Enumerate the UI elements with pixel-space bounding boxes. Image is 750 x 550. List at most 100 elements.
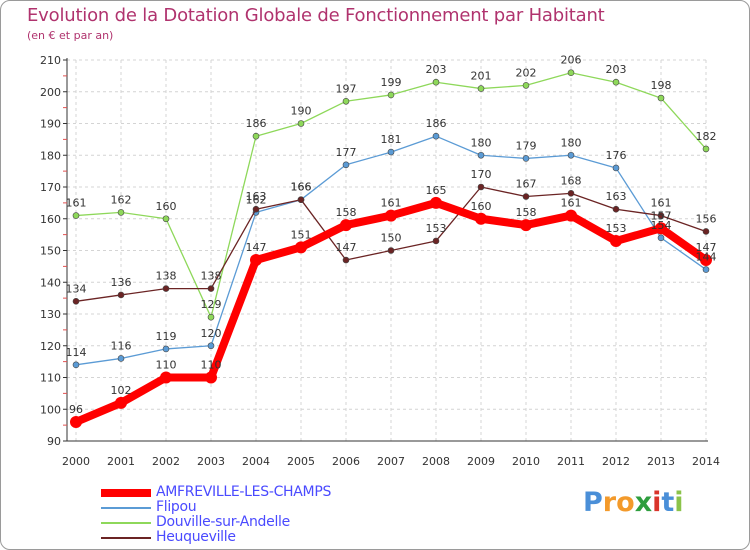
data-point [522, 82, 530, 89]
y-tick-label: 90 [47, 435, 61, 448]
data-label: 129 [201, 298, 222, 311]
data-point [702, 266, 710, 273]
data-label: 186 [246, 117, 267, 130]
data-label: 179 [516, 139, 537, 152]
x-tick-label: 2001 [107, 455, 135, 468]
data-label: 203 [426, 63, 447, 76]
proxiti-logo: Proxiti [583, 487, 684, 518]
data-label: 147 [336, 241, 357, 254]
x-tick-label: 2014 [692, 455, 720, 468]
data-label: 156 [696, 212, 717, 225]
x-tick-label: 2004 [242, 455, 270, 468]
logo-letter: i [674, 487, 684, 518]
data-label: 167 [516, 178, 537, 191]
data-label: 160 [471, 200, 492, 213]
x-tick-label: 2013 [647, 455, 675, 468]
data-label: 110 [156, 359, 177, 372]
data-label: 154 [651, 219, 672, 232]
data-point [520, 219, 532, 232]
y-tick-label: 140 [40, 276, 61, 289]
data-label: 147 [696, 241, 717, 254]
data-label: 119 [156, 330, 177, 343]
x-tick-label: 2005 [287, 455, 315, 468]
data-point [702, 145, 710, 153]
data-point [657, 234, 665, 242]
data-point [477, 151, 485, 159]
legend-label: AMFREVILLE-LES-CHAMPS [156, 484, 332, 500]
data-point [72, 297, 80, 305]
data-label: 134 [66, 282, 87, 295]
data-label: 96 [69, 403, 83, 416]
data-point [387, 148, 395, 156]
x-tick-label: 2000 [62, 455, 90, 468]
data-point [117, 291, 125, 299]
data-label: 136 [111, 276, 132, 289]
x-tick-label: 2008 [422, 455, 450, 468]
y-tick-label: 200 [40, 86, 61, 99]
data-label: 160 [156, 200, 177, 213]
data-point [522, 193, 530, 200]
data-point [475, 212, 487, 225]
data-point [297, 196, 305, 203]
data-point [207, 285, 215, 292]
chart-title: Evolution de la Dotation Globale de Fonc… [27, 5, 605, 26]
data-label: 102 [111, 384, 132, 397]
data-point [387, 91, 395, 99]
x-tick-label: 2006 [332, 455, 360, 468]
data-label: 151 [291, 228, 312, 241]
legend-label: Douville-sur-Andelle [156, 514, 290, 530]
data-label: 166 [291, 181, 312, 194]
legend-label: Flipou [156, 499, 197, 515]
data-label: 120 [201, 327, 222, 340]
data-point [567, 151, 575, 159]
data-label: 177 [336, 146, 357, 159]
data-point [430, 196, 442, 209]
data-label: 190 [291, 105, 312, 118]
data-label: 165 [426, 184, 447, 197]
data-point [160, 371, 172, 384]
data-label: 180 [471, 136, 492, 149]
y-tick-label: 150 [40, 245, 61, 258]
y-tick-label: 100 [40, 403, 61, 416]
y-tick-label: 170 [40, 181, 61, 194]
data-point [72, 212, 80, 219]
data-point [117, 355, 125, 362]
data-label: 186 [426, 117, 447, 130]
x-tick-label: 2002 [152, 455, 180, 468]
data-point [117, 209, 125, 216]
data-point [477, 85, 485, 92]
data-point [342, 256, 350, 264]
data-label: 199 [381, 76, 402, 89]
y-tick-label: 130 [40, 308, 61, 321]
data-point [432, 237, 440, 245]
data-label: 168 [561, 174, 582, 187]
data-label: 110 [201, 359, 222, 372]
data-point [342, 97, 350, 105]
data-point [342, 161, 350, 169]
data-label: 153 [606, 222, 627, 235]
data-point [297, 120, 305, 127]
data-point [385, 209, 397, 222]
logo-letter: P [583, 487, 603, 518]
y-tick-label: 120 [40, 340, 61, 353]
x-tick-label: 2007 [377, 455, 405, 468]
x-tick-label: 2003 [197, 455, 225, 468]
data-point [655, 222, 667, 235]
data-label: 170 [471, 168, 492, 181]
data-label: 153 [426, 222, 447, 235]
data-point [432, 132, 440, 140]
data-label: 163 [246, 190, 267, 203]
data-label: 144 [696, 251, 717, 264]
data-point [567, 69, 575, 76]
logo-letter: x [634, 487, 653, 518]
data-label: 166 [291, 181, 312, 194]
x-tick-label: 2012 [602, 455, 630, 468]
data-label: 158 [336, 206, 357, 219]
y-tick-label: 190 [40, 118, 61, 131]
y-tick-label: 180 [40, 149, 61, 162]
y-tick-label: 210 [40, 54, 61, 67]
data-point [252, 132, 260, 140]
logo-letter: r [602, 487, 617, 518]
